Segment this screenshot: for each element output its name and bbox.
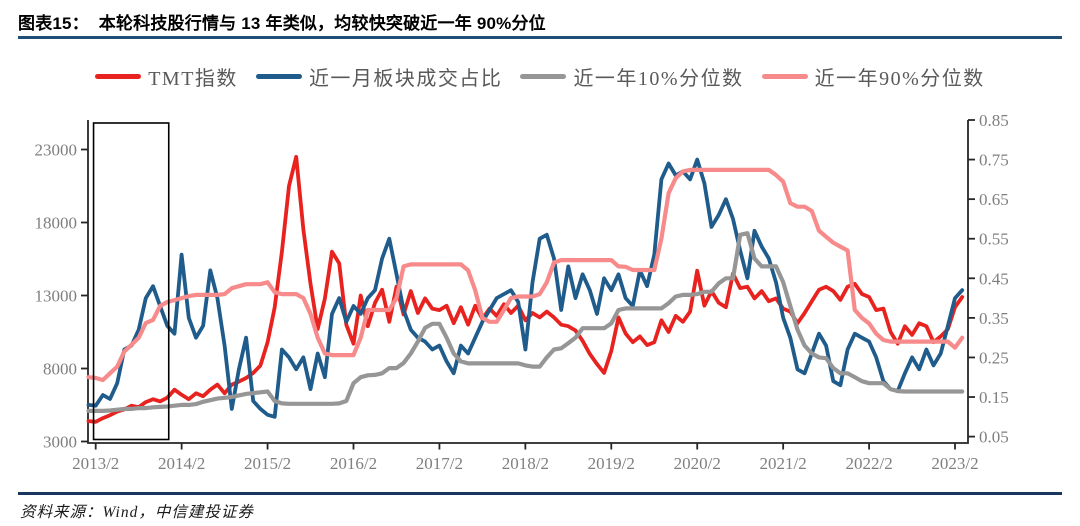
legend-item-0: TMT指数: [95, 62, 238, 91]
right-tick-label: 0.75: [979, 151, 1009, 170]
left-tick-label: 13000: [35, 287, 78, 306]
legend-item-3: 近一年90%分位数: [761, 62, 985, 91]
series-line-3: [86, 167, 965, 383]
x-tick-label: 2021/2: [760, 454, 807, 473]
left-tick-label: 3000: [43, 433, 77, 452]
left-tick-label: 8000: [43, 360, 77, 379]
title-divider: [18, 36, 1062, 39]
legend-swatch: [255, 73, 302, 79]
x-tick-label: 2022/2: [845, 454, 892, 473]
x-tick-label: 2015/2: [244, 454, 291, 473]
x-tick-label: 2016/2: [330, 454, 377, 473]
x-tick-label: 2014/2: [158, 454, 205, 473]
legend-label: 近一年10%分位数: [573, 67, 744, 90]
x-tick-label: 2017/2: [416, 454, 463, 473]
legend-label: TMT指数: [148, 67, 238, 90]
left-tick-label: 23000: [35, 141, 78, 160]
axis-frame: [87, 120, 969, 444]
right-tick-label: 0.65: [979, 190, 1009, 209]
right-tick-label: 0.45: [979, 269, 1009, 288]
footer-divider: [18, 492, 1062, 495]
chart-legend: TMT指数 近一月板块成交占比 近一年10%分位数 近一年90%分位数: [0, 60, 1080, 92]
highlight-box: [92, 122, 170, 441]
legend-item-1: 近一月板块成交占比: [255, 62, 503, 91]
x-tick-label: 2019/2: [588, 454, 635, 473]
x-tick-label: 2023/2: [931, 454, 978, 473]
legend-swatch: [761, 73, 808, 79]
legend-swatch: [95, 73, 142, 79]
right-tick-label: 0.85: [979, 111, 1009, 130]
x-tick-label: 2018/2: [502, 454, 549, 473]
legend-swatch: [520, 73, 567, 79]
legend-label: 近一年90%分位数: [814, 67, 985, 90]
left-tick-label: 18000: [35, 214, 78, 233]
legend-label: 近一月板块成交占比: [308, 67, 503, 90]
legend-item-2: 近一年10%分位数: [520, 62, 743, 91]
right-tick-label: 0.15: [979, 388, 1009, 407]
series-line-2: [86, 231, 965, 413]
source-note: 资料来源：Wind，中信建投证券: [20, 504, 254, 521]
figure-title: 图表15： 本轮科技股行情与 13 年类似，均较快突破近一年 90%分位: [18, 14, 546, 33]
right-tick-label: 0.05: [979, 428, 1009, 447]
right-tick-label: 0.35: [979, 309, 1009, 328]
x-tick-label: 2020/2: [674, 454, 721, 473]
right-tick-label: 0.55: [979, 230, 1009, 249]
right-tick-label: 0.25: [979, 348, 1009, 367]
series-line-0: [86, 154, 965, 424]
x-tick-label: 2013/2: [72, 454, 119, 473]
